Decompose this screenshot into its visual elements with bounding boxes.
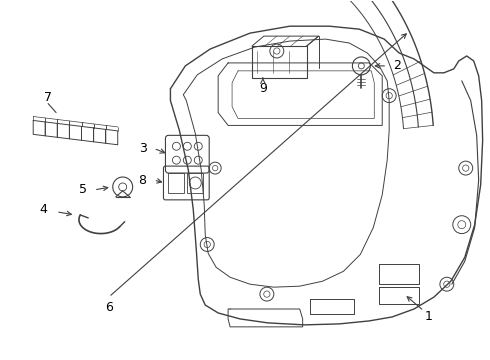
Text: 7: 7 [44,91,52,104]
Text: 8: 8 [139,174,147,186]
Bar [187,173,203,193]
Text: 1: 1 [425,310,433,323]
Text: 2: 2 [393,59,401,72]
Bar [169,173,184,193]
Text: 4: 4 [39,203,47,216]
Text: 3: 3 [139,142,147,155]
Text: 5: 5 [79,184,87,197]
Text: 9: 9 [259,82,267,95]
Text: 6: 6 [105,301,113,314]
